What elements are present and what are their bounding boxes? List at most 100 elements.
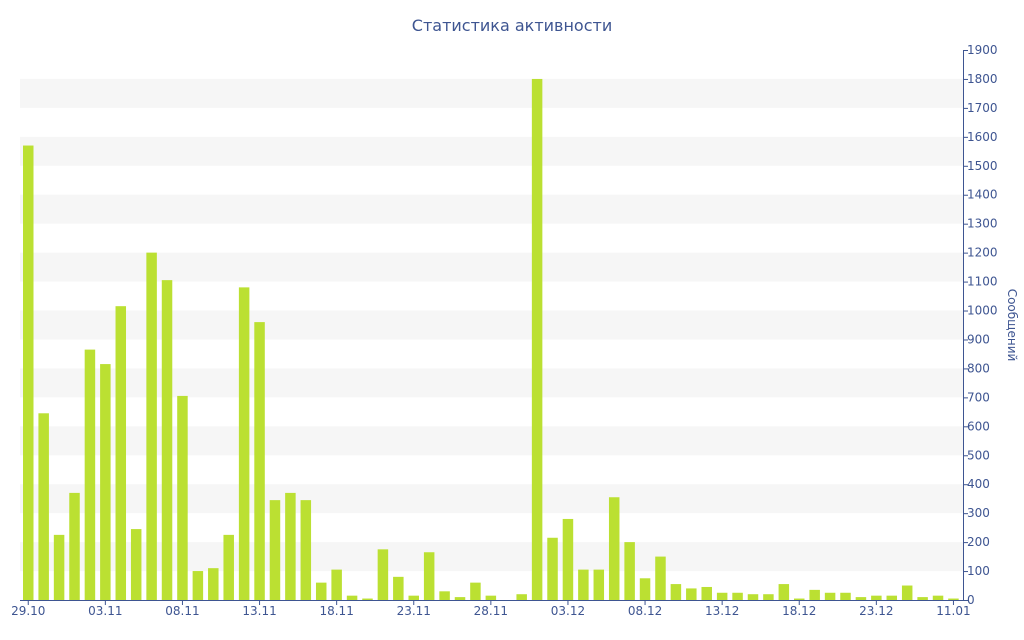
grid-bands [20,78,963,572]
bar-27.12 [932,595,944,600]
bar-23.12 [871,595,882,600]
bar-25.11 [439,591,450,600]
bar-01.11 [69,492,80,600]
bar-11.12 [686,588,697,600]
bar-09.11 [192,571,204,600]
bar-12.12 [701,586,712,600]
grid-band [20,426,963,456]
y-tick-label: 800 [967,361,990,375]
x-tick-label: 23.11 [397,604,431,618]
bar-22.12 [855,597,867,600]
y-tick-label: 100 [967,564,990,578]
y-tick-label: 1900 [967,43,998,57]
bar-29.10 [23,145,34,600]
bar-13.11 [254,322,265,600]
bar-14.11 [269,500,281,600]
bar-17.11 [315,582,327,600]
y-tick-label: 1000 [967,304,998,318]
bar-04.11 [115,306,127,600]
y-axis-ticks: 0 100 200 300 400 500 600 700 800 900 1000 1100 1200… [963,43,998,607]
bar-31.10 [53,534,65,600]
chart-title: Статистика активности [412,16,612,35]
bar-07.11 [161,280,173,600]
bar-08.12 [639,578,651,600]
bar-12.11 [238,287,250,600]
grid-band [20,252,963,282]
bar-25.12 [901,585,913,600]
bar-23.11 [408,595,419,600]
bar-07.12 [624,542,635,600]
bar-10.11 [208,568,219,600]
bar-03.12 [562,518,574,600]
bar-21.11 [377,549,389,600]
bar-10.12 [670,584,682,600]
y-tick-label: 1200 [967,246,998,260]
y-tick-label: 700 [967,390,990,404]
grid-band [20,194,963,224]
y-tick-label: 500 [967,448,990,462]
grid-band [20,78,963,108]
bar-17.12 [778,584,790,600]
y-tick-label: 300 [967,506,990,520]
bar-21.12 [840,592,851,600]
x-tick-label: 08.11 [165,604,199,618]
bar-04.12 [578,569,589,600]
bar-20.12 [824,592,836,600]
y-tick-label: 1100 [967,275,998,289]
x-tick-label: 13.12 [705,604,739,618]
grid-band [20,542,963,572]
bar-20.11 [362,598,373,600]
x-tick-label: 11.01 [936,604,970,618]
grid-band [20,484,963,514]
y-tick-label: 400 [967,477,990,491]
x-tick-label: 18.12 [782,604,816,618]
x-axis-ticks: 29.10 03.11 08.11 13.11 18.11 23.11 28.11 03.12… [11,600,971,618]
bar-13.12 [716,592,728,600]
bar-24.12 [886,595,898,600]
bar-14.12 [732,592,743,600]
y-tick-label: 1400 [967,188,998,202]
grid-band [20,310,963,340]
bar-15.12 [747,594,759,600]
x-tick-label: 13.11 [242,604,276,618]
grid-band [20,368,963,398]
bar-19.12 [809,589,820,600]
bar-03.11 [100,364,111,600]
bar-11.01 [948,598,959,600]
bar-18.12 [794,598,805,600]
y-tick-label: 0 [967,593,975,607]
x-tick-label: 23.12 [859,604,893,618]
grid-band [20,136,963,166]
bar-26.12 [917,597,928,600]
bar-15.11 [285,492,296,600]
bar-11.11 [223,534,234,600]
bar-05.12 [593,569,605,600]
bar-08.11 [177,395,188,600]
bar-26.11 [454,597,466,600]
x-tick-label: 28.11 [474,604,508,618]
bar-22.11 [393,576,404,600]
bar-24.11 [423,552,435,600]
y-tick-label: 1300 [967,217,998,231]
x-tick-label: 08.12 [628,604,662,618]
bars-group [23,78,959,600]
y-tick-label: 600 [967,419,990,433]
bar-30.10 [38,413,49,600]
y-tick-label: 1700 [967,101,998,115]
bar-27.11 [470,582,481,600]
x-tick-label: 03.11 [88,604,122,618]
y-tick-label: 900 [967,332,990,346]
bar-19.11 [346,595,358,600]
y-tick-label: 1800 [967,72,998,86]
x-tick-label: 03.12 [551,604,585,618]
bar-02.12 [547,537,558,600]
bar-06.12 [608,497,620,600]
bar-02.11 [84,349,96,600]
x-tick-label: 18.11 [319,604,353,618]
bar-28.11 [485,595,497,600]
bar-18.11 [331,569,342,600]
y-tick-label: 1500 [967,159,998,173]
bar-05.11 [130,529,142,600]
